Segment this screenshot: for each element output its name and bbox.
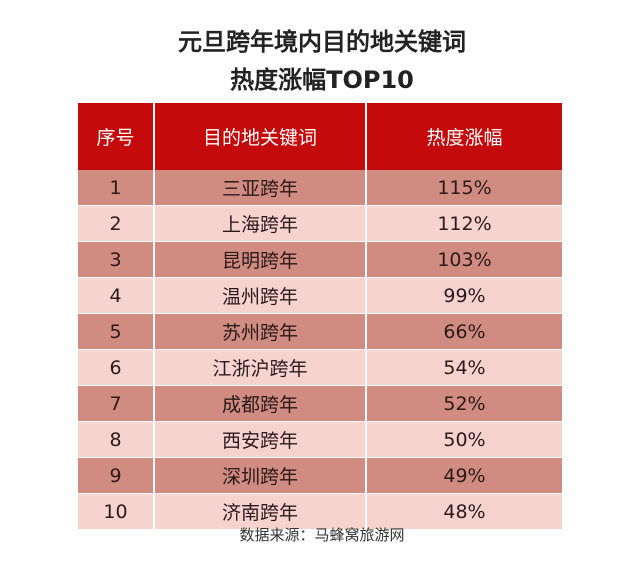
table-row: 1 三亚跨年 115% — [78, 170, 562, 206]
keyword-cell: 江浙沪跨年 — [154, 349, 367, 386]
rank-cell: 9 — [78, 457, 155, 494]
table-row: 5 苏州跨年 66% — [78, 313, 562, 350]
rank-cell: 7 — [78, 385, 155, 422]
table-row: 7 成都跨年 52% — [78, 385, 562, 422]
keyword-cell: 成都跨年 — [154, 385, 367, 422]
header-row: 序号 目的地关键词 热度涨幅 — [78, 103, 562, 170]
table-row: 4 温州跨年 99% — [78, 277, 562, 314]
rank-cell: 6 — [78, 349, 155, 386]
keyword-cell: 三亚跨年 — [154, 170, 367, 206]
rank-cell: 10 — [78, 493, 155, 530]
rank-cell: 3 — [78, 241, 155, 278]
ranking-table: 序号 目的地关键词 热度涨幅 1 三亚跨年 115% 2 上海跨年 112% 3 昆明跨年 10… — [78, 103, 562, 530]
title-line-2: 热度涨幅TOP10 — [230, 66, 414, 94]
rank-cell: 1 — [78, 170, 155, 206]
keyword-cell: 济南跨年 — [154, 493, 367, 530]
rank-cell: 8 — [78, 421, 155, 458]
growth-cell: 54% — [366, 349, 562, 386]
keyword-cell: 西安跨年 — [154, 421, 367, 458]
growth-cell: 49% — [366, 457, 562, 494]
growth-cell: 112% — [366, 205, 562, 242]
header-rank: 序号 — [78, 103, 155, 170]
growth-cell: 99% — [366, 277, 562, 314]
data-source: 数据来源：马蜂窝旅游网 — [239, 526, 405, 544]
growth-cell: 48% — [366, 493, 562, 530]
growth-cell: 52% — [366, 385, 562, 422]
growth-cell: 103% — [366, 241, 562, 278]
table-row: 9 深圳跨年 49% — [78, 457, 562, 494]
keyword-cell: 昆明跨年 — [154, 241, 367, 278]
rank-cell: 4 — [78, 277, 155, 314]
table-row: 10 济南跨年 48% — [78, 493, 562, 530]
rank-cell: 2 — [78, 205, 155, 242]
table-row: 6 江浙沪跨年 54% — [78, 349, 562, 386]
title-line-1: 元旦跨年境内目的地关键词 — [178, 28, 466, 56]
table-row: 3 昆明跨年 103% — [78, 241, 562, 278]
keyword-cell: 苏州跨年 — [154, 313, 367, 350]
growth-cell: 115% — [366, 170, 562, 206]
header-growth: 热度涨幅 — [366, 103, 562, 170]
keyword-cell: 上海跨年 — [154, 205, 367, 242]
growth-cell: 66% — [366, 313, 562, 350]
table-row: 2 上海跨年 112% — [78, 205, 562, 242]
keyword-cell: 深圳跨年 — [154, 457, 367, 494]
rank-cell: 5 — [78, 313, 155, 350]
table-row: 8 西安跨年 50% — [78, 421, 562, 458]
growth-cell: 50% — [366, 421, 562, 458]
keyword-cell: 温州跨年 — [154, 277, 367, 314]
header-keyword: 目的地关键词 — [154, 103, 367, 170]
